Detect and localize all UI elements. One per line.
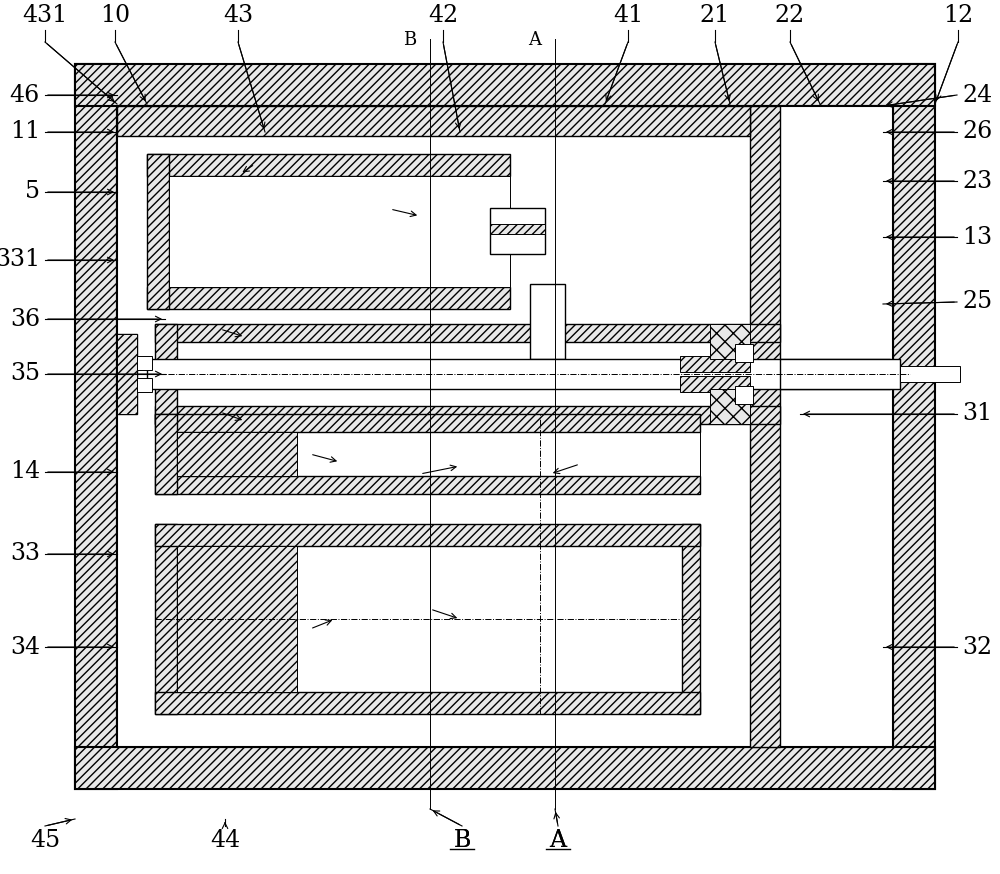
Bar	[682, 524, 700, 714]
Bar	[155, 414, 177, 494]
Text: 5: 5	[25, 181, 40, 204]
Text: 42: 42	[428, 4, 458, 27]
Bar	[680, 356, 750, 372]
Text: 35: 35	[10, 363, 40, 385]
Bar	[490, 224, 545, 234]
Bar	[117, 334, 137, 414]
Bar	[117, 334, 137, 414]
Bar	[155, 524, 700, 714]
Text: 33: 33	[10, 543, 40, 565]
Bar	[75, 64, 935, 106]
Text: 331: 331	[0, 248, 40, 272]
Bar	[735, 344, 753, 362]
Bar	[155, 476, 700, 494]
Text: 36: 36	[10, 308, 40, 330]
Bar	[900, 366, 960, 382]
Text: B: B	[403, 31, 417, 49]
Text: 24: 24	[962, 84, 992, 107]
Bar	[155, 324, 780, 342]
Bar	[147, 359, 890, 389]
Text: 25: 25	[962, 290, 992, 314]
Text: 23: 23	[962, 170, 992, 192]
Text: 431: 431	[22, 4, 68, 27]
Bar	[137, 356, 152, 370]
Bar	[155, 524, 700, 546]
Bar	[155, 414, 700, 432]
Text: 32: 32	[962, 635, 992, 658]
Text: 43: 43	[223, 4, 253, 27]
Bar	[177, 432, 297, 476]
Bar	[117, 106, 893, 747]
Text: 31: 31	[962, 403, 992, 426]
Bar	[75, 747, 935, 789]
Bar	[710, 389, 750, 424]
Bar	[490, 208, 545, 254]
Text: 11: 11	[10, 121, 40, 143]
Text: 12: 12	[943, 4, 973, 27]
Bar	[117, 106, 750, 136]
Bar	[147, 287, 510, 309]
Bar	[147, 154, 169, 309]
Bar	[177, 546, 297, 692]
Text: A: A	[528, 31, 542, 49]
Bar	[155, 524, 177, 714]
Text: 41: 41	[613, 4, 643, 27]
Text: 45: 45	[30, 829, 60, 852]
Text: 22: 22	[775, 4, 805, 27]
Text: 21: 21	[700, 4, 730, 27]
Text: A: A	[550, 829, 566, 852]
Text: 13: 13	[962, 225, 992, 248]
Text: B: B	[453, 829, 471, 852]
Text: 46: 46	[10, 84, 40, 107]
Bar	[155, 692, 700, 714]
Bar	[177, 546, 297, 692]
Bar	[735, 386, 753, 404]
Text: 44: 44	[210, 829, 240, 852]
Bar	[147, 154, 510, 176]
Text: 14: 14	[10, 461, 40, 483]
Text: 34: 34	[10, 635, 40, 658]
Bar	[530, 284, 565, 359]
Bar	[137, 378, 152, 392]
Bar	[710, 324, 750, 359]
Bar	[75, 64, 117, 789]
Text: 10: 10	[100, 4, 130, 27]
Bar	[680, 376, 750, 392]
Bar	[177, 432, 297, 476]
Bar	[155, 406, 780, 424]
Bar	[155, 414, 700, 494]
Bar	[893, 64, 935, 789]
Bar	[155, 324, 177, 424]
Text: B: B	[453, 829, 471, 852]
Text: A: A	[550, 829, 566, 852]
Text: 26: 26	[962, 121, 992, 143]
Bar	[780, 359, 900, 389]
Bar	[750, 106, 780, 747]
Bar	[169, 176, 510, 287]
